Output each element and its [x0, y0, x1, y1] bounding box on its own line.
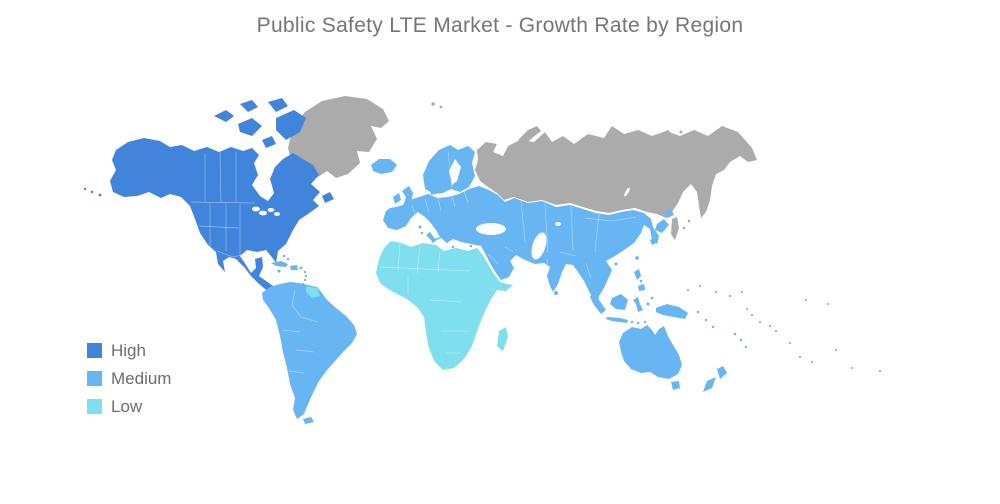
region-africa	[376, 241, 513, 370]
lake-baikal	[624, 187, 630, 197]
legend-swatch-high	[87, 343, 102, 358]
country-borders	[190, 150, 637, 374]
legend-item-high: High	[87, 341, 171, 360]
region-australia-nz	[619, 325, 727, 392]
legend-swatch-low	[87, 399, 102, 414]
legend: High Medium Low	[87, 341, 172, 427]
chart-title: Public Safety LTE Market - Growth Rate b…	[256, 14, 744, 37]
region-greenland	[288, 96, 389, 178]
region-europe-asia	[383, 145, 659, 305]
legend-item-medium: Medium	[87, 369, 172, 388]
region-south-america	[262, 282, 357, 424]
great-lakes	[252, 206, 280, 216]
region-southeast-asia-islands	[590, 269, 688, 325]
region-iceland	[371, 159, 397, 174]
region-caribbean	[271, 254, 308, 286]
gulf-of-bothnia	[449, 159, 461, 185]
region-japan	[650, 209, 674, 245]
region-russia	[431, 102, 757, 240]
region-new-zealand-north	[717, 366, 727, 379]
region-new-zealand-south	[703, 377, 716, 392]
legend-label-medium: Medium	[111, 369, 172, 388]
pacific-islands	[686, 284, 882, 373]
aral-sea	[555, 222, 561, 226]
region-north-america	[83, 98, 334, 293]
region-guyanas	[306, 286, 320, 298]
legend-label-high: High	[111, 341, 146, 360]
legend-swatch-medium	[87, 371, 102, 386]
legend-item-low: Low	[87, 397, 171, 416]
legend-label-low: Low	[111, 397, 143, 416]
region-tasmania	[671, 381, 680, 390]
caspian-sea	[531, 232, 547, 260]
region-madagascar	[497, 327, 508, 351]
black-sea	[476, 223, 506, 235]
